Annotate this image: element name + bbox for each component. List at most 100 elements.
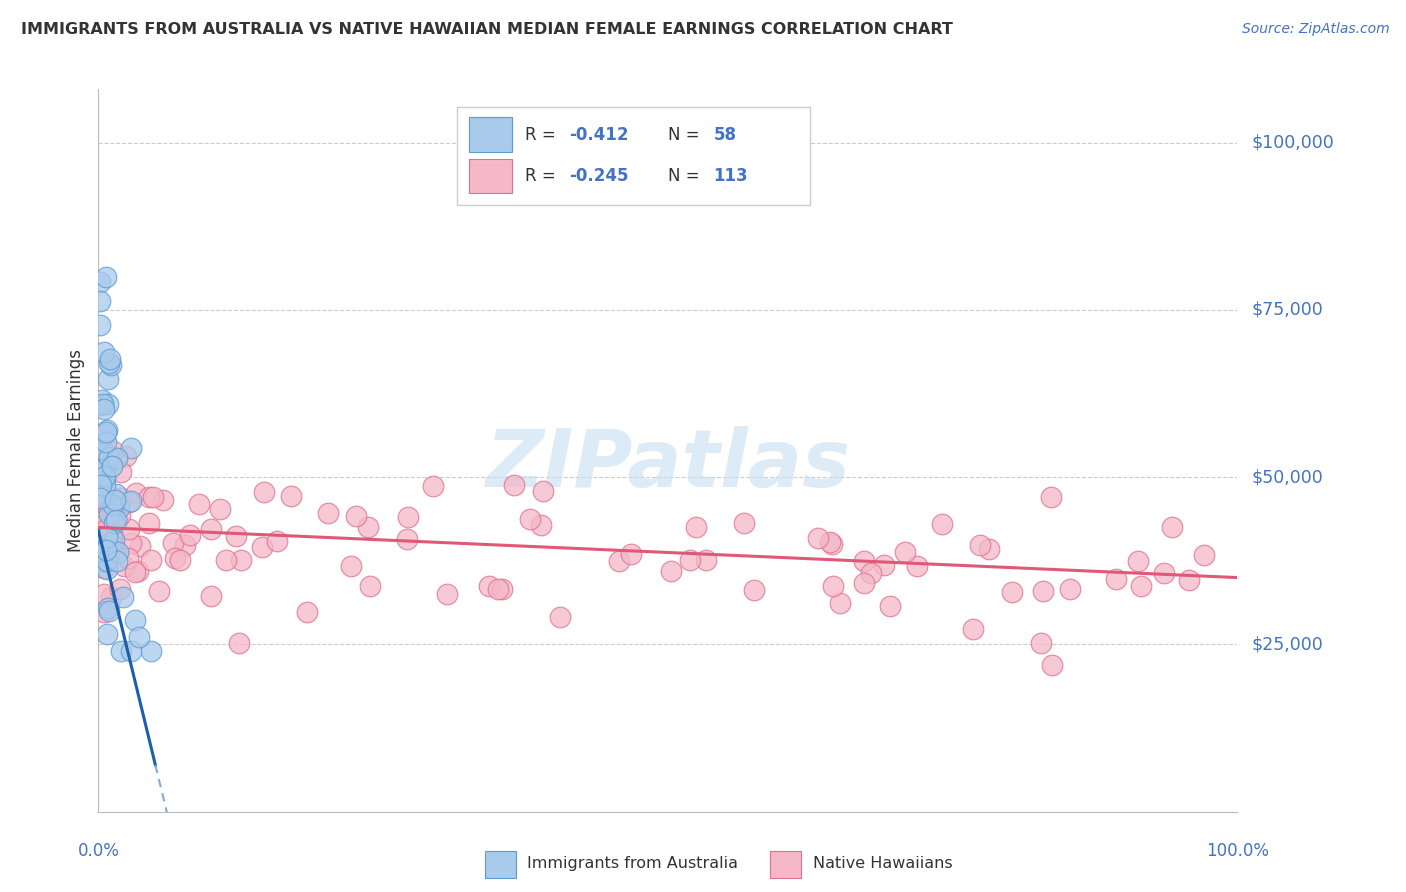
Point <box>969 537 991 551</box>
Point <box>1130 579 1153 593</box>
Point <box>98 356 121 370</box>
Point <box>530 518 553 533</box>
Point <box>124 613 146 627</box>
Point <box>977 542 1000 557</box>
Point <box>395 533 418 547</box>
Point <box>96 627 118 641</box>
Text: 0.0%: 0.0% <box>77 842 120 860</box>
Point <box>100 498 122 512</box>
Point <box>90 392 112 407</box>
Point <box>93 561 115 575</box>
Point <box>110 465 132 479</box>
Text: -0.412: -0.412 <box>569 126 628 144</box>
Point <box>93 587 115 601</box>
Text: R =: R = <box>526 167 561 185</box>
Point <box>100 358 122 372</box>
Point <box>821 579 844 593</box>
Point <box>139 644 162 658</box>
Point <box>807 531 830 545</box>
Point <box>316 506 339 520</box>
Text: Source: ZipAtlas.com: Source: ZipAtlas.com <box>1241 22 1389 37</box>
Point <box>90 554 112 568</box>
Bar <box>468 118 512 152</box>
Point <box>94 435 117 450</box>
Point <box>200 522 222 536</box>
Text: 58: 58 <box>713 126 737 144</box>
Point <box>744 582 766 597</box>
Point <box>98 509 121 524</box>
Point <box>104 492 127 507</box>
Point <box>179 528 201 542</box>
Point <box>820 534 842 549</box>
Text: N =: N = <box>668 126 704 144</box>
Point <box>962 622 984 636</box>
Point <box>1001 585 1024 599</box>
Point <box>96 530 118 544</box>
Point <box>853 575 876 590</box>
Point <box>228 636 250 650</box>
Point <box>94 425 117 439</box>
Point <box>103 516 125 530</box>
Point <box>107 545 129 559</box>
Point <box>117 550 139 565</box>
Point <box>931 517 953 532</box>
Point <box>215 553 238 567</box>
Point <box>129 539 152 553</box>
Text: $25,000: $25,000 <box>1251 635 1323 654</box>
Point <box>821 537 844 551</box>
Point <box>108 508 131 523</box>
Point <box>98 507 121 521</box>
Point <box>90 477 112 491</box>
Point <box>852 554 875 568</box>
Point <box>138 491 160 505</box>
Point <box>120 536 142 550</box>
Point <box>112 591 135 605</box>
Bar <box>468 159 512 194</box>
Point <box>101 528 124 542</box>
Point <box>96 423 118 437</box>
Y-axis label: Median Female Earnings: Median Female Earnings <box>67 349 86 552</box>
Point <box>100 590 122 604</box>
Text: ZIPatlas: ZIPatlas <box>485 425 851 504</box>
Point <box>93 479 115 493</box>
Point <box>91 397 114 411</box>
Point <box>118 522 141 536</box>
Text: 113: 113 <box>713 167 748 185</box>
Point <box>104 487 127 501</box>
Point <box>905 559 928 574</box>
Point <box>118 495 141 509</box>
Point <box>94 542 117 557</box>
Point <box>110 582 132 596</box>
Point <box>91 442 114 456</box>
Point <box>103 541 125 555</box>
Point <box>1153 566 1175 580</box>
Text: -0.245: -0.245 <box>569 167 628 185</box>
Text: N =: N = <box>668 167 704 185</box>
Point <box>103 524 125 539</box>
Point <box>120 494 142 508</box>
Point <box>225 529 247 543</box>
Point <box>101 459 124 474</box>
Point <box>93 469 115 483</box>
Point <box>89 275 111 289</box>
Point <box>89 318 111 332</box>
Point <box>491 582 513 597</box>
Point <box>695 553 717 567</box>
Point <box>93 491 115 506</box>
Text: $50,000: $50,000 <box>1251 468 1323 486</box>
Point <box>94 270 117 285</box>
Point <box>162 536 184 550</box>
Point <box>266 534 288 549</box>
Point <box>105 450 128 465</box>
Point <box>93 508 115 522</box>
Point <box>93 402 115 417</box>
Point <box>486 582 509 596</box>
Point <box>105 513 128 527</box>
Point <box>607 554 630 568</box>
Point <box>93 445 115 459</box>
Point <box>357 520 380 534</box>
Point <box>110 644 132 658</box>
Point <box>94 472 117 486</box>
Point <box>142 491 165 505</box>
Point <box>620 547 643 561</box>
